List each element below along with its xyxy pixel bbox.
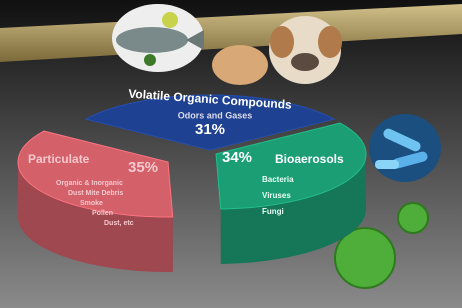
category-label: Particulate xyxy=(28,152,90,166)
detail-label: Organic & Inorganic xyxy=(56,180,123,187)
category-label: Bioaerosols xyxy=(275,152,344,166)
value-label: 35% xyxy=(128,159,158,176)
detail-label: Dust, etc xyxy=(104,220,134,227)
detail-label: Pollen xyxy=(92,210,113,217)
bacteria-image xyxy=(369,114,441,182)
value-label: 34% xyxy=(222,149,252,166)
detail-label: Fungi xyxy=(262,207,284,216)
detail-label: Odors and Gases xyxy=(178,110,253,120)
page: {"chart_data": {"type": "pie", "categori… xyxy=(0,0,462,308)
plate-with-fish xyxy=(112,4,204,72)
chart: Volatile Organic CompoundsOdors and Gase… xyxy=(0,0,462,308)
value-label: 31% xyxy=(195,121,225,138)
detail-label: Bacteria xyxy=(262,175,294,184)
detail-label: Dust Mite Debris xyxy=(68,190,123,197)
detail-label: Viruses xyxy=(262,191,291,200)
detail-label: Smoke xyxy=(80,200,103,207)
